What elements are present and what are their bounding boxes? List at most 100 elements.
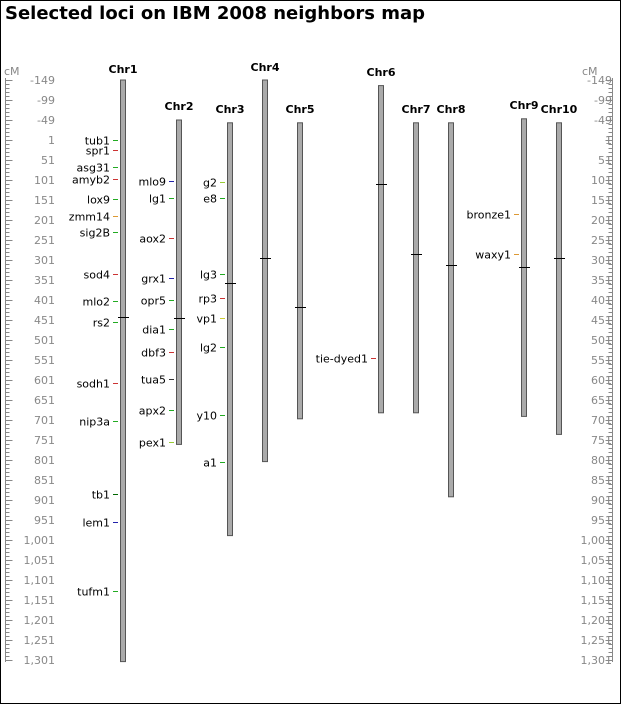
chromosome-chr4[interactable]: Chr4 bbox=[251, 61, 280, 463]
chromosome-chr5[interactable]: Chr5 bbox=[286, 103, 315, 420]
locus-label-a1[interactable]: a1 bbox=[203, 457, 217, 470]
chromosome-label: Chr5 bbox=[286, 103, 315, 116]
locus-label-aox2[interactable]: aox2 bbox=[139, 233, 166, 246]
chromosome-bar[interactable] bbox=[120, 79, 126, 663]
locus-label-mlo9[interactable]: mlo9 bbox=[139, 176, 167, 189]
locus-label-spr1[interactable]: spr1 bbox=[86, 145, 110, 158]
chromosome-chr10[interactable]: Chr10 bbox=[541, 103, 578, 435]
right-cm-axis: cM-149-99-491511011512012513013514014515… bbox=[581, 65, 613, 667]
axis-unit-right: cM bbox=[582, 65, 598, 78]
axis-tick-label-right: 551 bbox=[591, 354, 612, 367]
axis-tick-label-right: 751 bbox=[591, 434, 612, 447]
locus-label-lg1[interactable]: lg1 bbox=[149, 193, 166, 206]
axis-tick-label-left: 351 bbox=[34, 274, 55, 287]
axis-tick-label-left: -49 bbox=[37, 114, 55, 127]
locus-label-zmm14[interactable]: zmm14 bbox=[69, 211, 110, 224]
locus-label-sod4[interactable]: sod4 bbox=[84, 269, 110, 282]
locus-label-opr5[interactable]: opr5 bbox=[141, 295, 166, 308]
locus-label-lox9[interactable]: lox9 bbox=[87, 194, 110, 207]
chromosome-bar[interactable] bbox=[262, 79, 268, 463]
axis-tick-label-right: 1,201 bbox=[581, 614, 613, 627]
locus-label-dbf3[interactable]: dbf3 bbox=[141, 347, 166, 360]
locus-label-bronze1[interactable]: bronze1 bbox=[466, 209, 511, 222]
axis-tick-label-right: 1,001 bbox=[581, 534, 613, 547]
axis-tick-label-left: 1,251 bbox=[24, 634, 56, 647]
axis-tick-label-left: 951 bbox=[34, 514, 55, 527]
locus-label-tub1[interactable]: tub1 bbox=[85, 135, 110, 148]
axis-tick-label-right: 951 bbox=[591, 514, 612, 527]
axis-tick-label-right: 1,301 bbox=[581, 654, 613, 667]
locus-label-nip3a[interactable]: nip3a bbox=[79, 416, 110, 429]
locus-label-pex1[interactable]: pex1 bbox=[139, 437, 166, 450]
locus-label-asg31[interactable]: asg31 bbox=[77, 162, 110, 175]
chromosome-bar[interactable] bbox=[413, 122, 419, 414]
axis-tick-label-left: 451 bbox=[34, 314, 55, 327]
chromosome-bar[interactable] bbox=[378, 85, 384, 414]
locus-label-sig2B[interactable]: sig2B bbox=[80, 227, 110, 240]
axis-tick-label-left: 651 bbox=[34, 394, 55, 407]
locus-label-amyb2[interactable]: amyb2 bbox=[72, 174, 110, 187]
chromosome-chr8[interactable]: Chr8 bbox=[437, 103, 466, 498]
axis-tick-label-left: 701 bbox=[34, 414, 55, 427]
chromosome-label: Chr9 bbox=[510, 99, 539, 112]
locus-label-rp3[interactable]: rp3 bbox=[198, 293, 217, 306]
axis-tick-label-right: 1,051 bbox=[581, 554, 613, 567]
axis-tick-label-right: 801 bbox=[591, 454, 612, 467]
locus-label-tie-dyed1[interactable]: tie-dyed1 bbox=[316, 353, 368, 366]
chromosome-chr2[interactable]: Chr2 mlo9 lg1 aox2 grx1 opr5 dia1 dbf3 tua5 apx2 p… bbox=[139, 100, 194, 450]
chromosome-chr7[interactable]: Chr7 bbox=[402, 103, 431, 414]
axis-tick-label-right: 1,101 bbox=[581, 574, 613, 587]
axis-tick-label-left: 901 bbox=[34, 494, 55, 507]
locus-label-lg3[interactable]: lg3 bbox=[200, 269, 217, 282]
left-cm-axis: cM-149-99-491511011512012513013514014515… bbox=[4, 65, 55, 667]
locus-label-sodh1[interactable]: sodh1 bbox=[77, 378, 110, 391]
chromosome-bar[interactable] bbox=[556, 122, 562, 435]
locus-label-tua5[interactable]: tua5 bbox=[141, 374, 166, 387]
locus-label-mlo2[interactable]: mlo2 bbox=[83, 296, 111, 309]
locus-label-tb1[interactable]: tb1 bbox=[92, 489, 110, 502]
locus-label-tufm1[interactable]: tufm1 bbox=[77, 586, 110, 599]
chromosome-bar[interactable] bbox=[448, 122, 454, 498]
axis-tick-label-right: 351 bbox=[591, 274, 612, 287]
locus-label-waxy1[interactable]: waxy1 bbox=[475, 249, 511, 262]
locus-label-apx2[interactable]: apx2 bbox=[139, 405, 166, 418]
axis-tick-label-right: 301 bbox=[591, 254, 612, 267]
locus-label-g2[interactable]: g2 bbox=[203, 177, 217, 190]
locus-label-rs2[interactable]: rs2 bbox=[93, 317, 110, 330]
axis-tick-label-left: 1,151 bbox=[24, 594, 56, 607]
chromosome-chr3[interactable]: Chr3 g2 e8 lg3 rp3 vp1 lg2 y10 a1 bbox=[196, 103, 244, 537]
axis-tick-label-right: -99 bbox=[594, 94, 612, 107]
chromosome-bar[interactable] bbox=[176, 119, 182, 445]
chromosome-bar[interactable] bbox=[297, 122, 303, 420]
axis-tick-label-right: 1 bbox=[605, 134, 612, 147]
axis-tick-label-right: 451 bbox=[591, 314, 612, 327]
axis-tick-label-right: 701 bbox=[591, 414, 612, 427]
chromosome-bar[interactable] bbox=[227, 122, 233, 537]
locus-label-e8[interactable]: e8 bbox=[203, 193, 217, 206]
chromosome-chr9[interactable]: Chr9 bronze1 waxy1 bbox=[466, 99, 539, 417]
axis-tick-label-left: 51 bbox=[41, 154, 55, 167]
locus-label-lem1[interactable]: lem1 bbox=[82, 517, 110, 530]
axis-tick-label-right: 251 bbox=[591, 234, 612, 247]
chromosome-label: Chr2 bbox=[165, 100, 194, 113]
axis-tick-label-left: 1,051 bbox=[24, 554, 56, 567]
chromosome-chr6[interactable]: Chr6 tie-dyed1 bbox=[316, 66, 396, 414]
axis-tick-label-right: 851 bbox=[591, 474, 612, 487]
locus-label-dia1[interactable]: dia1 bbox=[142, 324, 166, 337]
locus-label-y10[interactable]: y10 bbox=[196, 410, 217, 423]
axis-tick-label-left: 301 bbox=[34, 254, 55, 267]
axis-tick-label-left: 201 bbox=[34, 214, 55, 227]
axis-tick-label-right: 201 bbox=[591, 214, 612, 227]
axis-tick-label-left: 101 bbox=[34, 174, 55, 187]
locus-label-lg2[interactable]: lg2 bbox=[200, 342, 217, 355]
axis-tick-label-right: 101 bbox=[591, 174, 612, 187]
axis-tick-label-right: 501 bbox=[591, 334, 612, 347]
axis-tick-label-left: 1,301 bbox=[24, 654, 56, 667]
locus-label-vp1[interactable]: vp1 bbox=[197, 313, 218, 326]
locus-label-grx1[interactable]: grx1 bbox=[141, 273, 166, 286]
axis-tick-label-left: 851 bbox=[34, 474, 55, 487]
axis-tick-label-left: -149 bbox=[30, 74, 55, 87]
